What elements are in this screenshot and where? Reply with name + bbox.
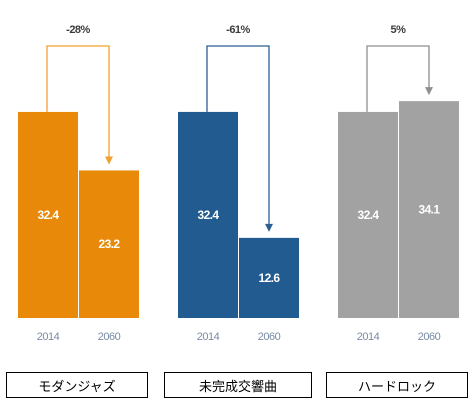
chart1-value-label-2014: 32.4 xyxy=(38,208,60,222)
chart2-year-label-2014: 2014 xyxy=(197,331,220,343)
chart1-value-label-2060: 23.2 xyxy=(99,237,121,251)
chart2-change-label: -61% xyxy=(226,24,250,36)
chart3-year-label-2060: 2060 xyxy=(418,331,441,343)
chart3-value-label-2060: 34.1 xyxy=(419,203,441,217)
chart2-bar-2060 xyxy=(239,237,299,318)
chart2-arrow-head xyxy=(265,223,273,232)
chart2-year-label-2060: 2060 xyxy=(258,331,281,343)
chart1-bar-2014 xyxy=(18,111,78,318)
chart1-change-label: -28% xyxy=(66,24,90,36)
chart3-arrow-head xyxy=(425,87,433,96)
chart1-arrow-head xyxy=(105,156,113,165)
chart2-value-label-2014: 32.4 xyxy=(198,208,220,222)
chart2-bar-2014 xyxy=(178,111,238,318)
chart3-caption: ハードロック xyxy=(326,372,468,398)
chart3-value-label-2014: 32.4 xyxy=(358,208,380,222)
chart1-change-arrow xyxy=(46,45,110,158)
chart1-caption: モダンジャズ xyxy=(6,372,148,398)
chart1-group: 32.4 2014 23.2 2060 -28% xyxy=(18,24,139,343)
chart1-year-label-2014: 2014 xyxy=(37,331,60,343)
chart2-caption: 未完成交響曲 xyxy=(164,372,312,398)
chart3-bar-2014 xyxy=(338,111,398,318)
chart3-group: 32.4 2014 34.1 2060 5% xyxy=(338,24,459,343)
chart1-bar-2060 xyxy=(79,170,139,318)
chart3-bar-2060 xyxy=(399,101,459,319)
chart2-value-label-2060: 12.6 xyxy=(259,271,281,285)
chart2-group: 32.4 2014 12.6 2060 -61% xyxy=(178,24,299,343)
chart3-change-arrow xyxy=(366,45,430,112)
chart2-change-arrow xyxy=(206,45,270,225)
chart1-year-label-2060: 2060 xyxy=(98,331,121,343)
chart3-year-label-2014: 2014 xyxy=(357,331,380,343)
chart3-change-label: 5% xyxy=(391,24,407,36)
